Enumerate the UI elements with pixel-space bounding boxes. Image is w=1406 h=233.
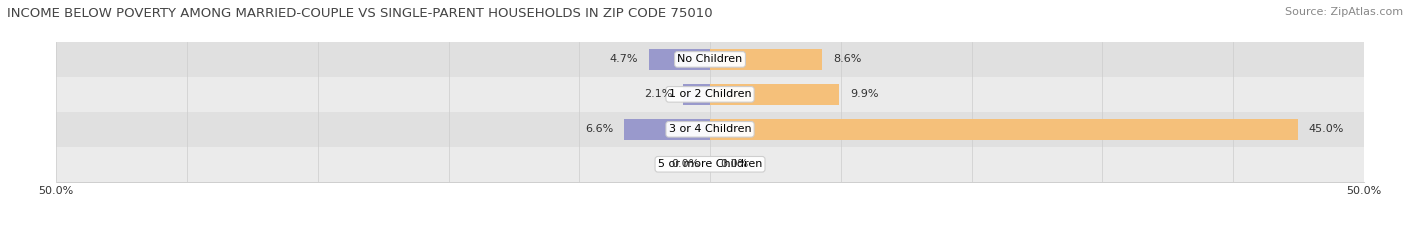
Bar [56, 77, 1364, 112]
Text: 4.7%: 4.7% [610, 55, 638, 64]
Text: 9.9%: 9.9% [851, 89, 879, 99]
Bar [648, 49, 710, 70]
Bar [56, 42, 1364, 77]
Text: 5 or more Children: 5 or more Children [658, 159, 762, 169]
Text: 1 or 2 Children: 1 or 2 Children [669, 89, 751, 99]
Text: 0.0%: 0.0% [671, 159, 700, 169]
Bar [710, 119, 1298, 140]
Text: 45.0%: 45.0% [1309, 124, 1344, 134]
Bar [710, 49, 823, 70]
Bar [710, 84, 839, 105]
Bar [56, 112, 1364, 147]
Text: 0.0%: 0.0% [720, 159, 749, 169]
Text: INCOME BELOW POVERTY AMONG MARRIED-COUPLE VS SINGLE-PARENT HOUSEHOLDS IN ZIP COD: INCOME BELOW POVERTY AMONG MARRIED-COUPL… [7, 7, 713, 20]
Bar [56, 147, 1364, 182]
Text: 3 or 4 Children: 3 or 4 Children [669, 124, 751, 134]
Bar [624, 119, 710, 140]
Text: 8.6%: 8.6% [832, 55, 862, 64]
Legend: Married Couples, Single Parents: Married Couples, Single Parents [595, 230, 825, 233]
Text: No Children: No Children [678, 55, 742, 64]
Text: Source: ZipAtlas.com: Source: ZipAtlas.com [1285, 7, 1403, 17]
Text: 2.1%: 2.1% [644, 89, 672, 99]
Bar [682, 84, 710, 105]
Text: 6.6%: 6.6% [585, 124, 613, 134]
